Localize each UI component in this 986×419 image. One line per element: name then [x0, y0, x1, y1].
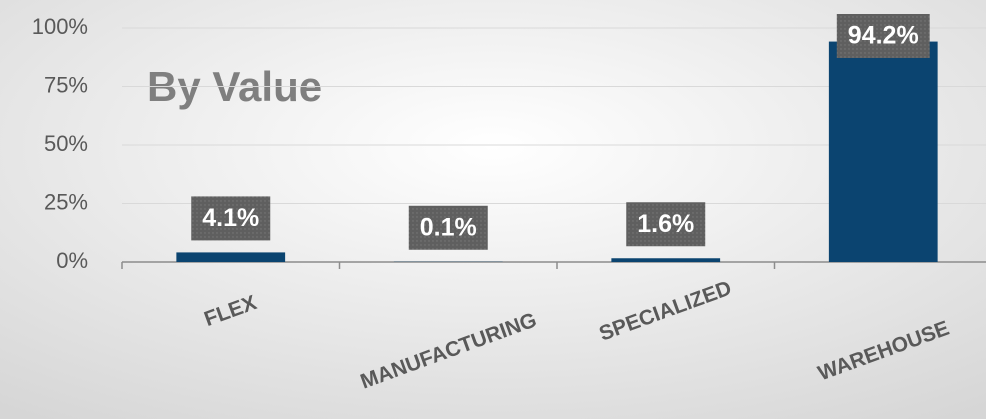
- data-label-box: [626, 202, 706, 247]
- y-tick-label: 0%: [56, 248, 88, 273]
- data-label-text: 94.2%: [848, 22, 919, 50]
- y-tick-label: 25%: [44, 189, 88, 214]
- data-label-text: 1.6%: [637, 210, 694, 238]
- y-tick-label: 75%: [44, 72, 88, 97]
- data-label-box: [191, 196, 271, 241]
- data-label-text: 0.1%: [420, 213, 477, 241]
- data-label-text: 4.1%: [202, 204, 259, 232]
- bar: [176, 252, 286, 262]
- bar: [828, 41, 938, 263]
- data-label: 4.1%: [191, 196, 271, 241]
- data-label: 0.1%: [408, 205, 488, 250]
- data-label-box: [408, 205, 488, 250]
- data-label-box: [836, 14, 930, 58]
- y-tick-label: 50%: [44, 131, 88, 156]
- data-label: 94.2%: [836, 14, 930, 58]
- data-label: 1.6%: [626, 202, 706, 247]
- y-tick-label: 100%: [32, 14, 88, 39]
- bar: [611, 258, 721, 262]
